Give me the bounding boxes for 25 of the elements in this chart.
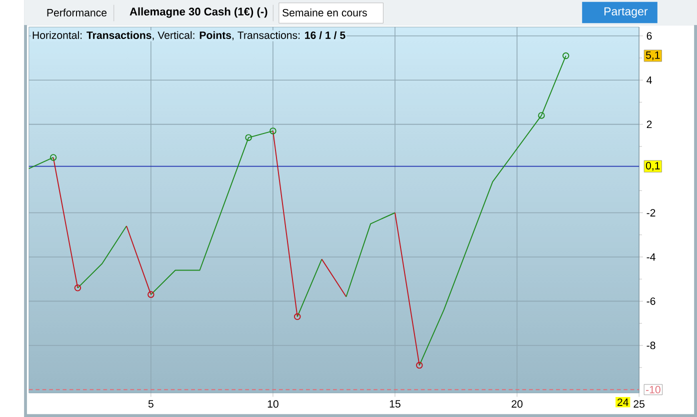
point xyxy=(538,112,545,119)
line-series xyxy=(150,130,274,296)
point xyxy=(245,134,252,141)
chart-title: Allemagne 30 Cash (1€) (-) xyxy=(130,7,268,18)
text: Semaine en cours xyxy=(282,8,367,16)
x-tick-label: 10 xyxy=(268,400,278,408)
text: Performance xyxy=(47,8,107,16)
x-tick-label: 25 xyxy=(634,400,644,408)
text: 5,1 xyxy=(646,51,660,60)
y-tick-label: 6 xyxy=(646,32,652,40)
x-tick-label: 5 xyxy=(148,400,154,408)
text: Partager xyxy=(604,7,648,18)
text: 24 xyxy=(617,398,628,406)
y-tick-label: -4 xyxy=(646,253,656,261)
ref-line-label: -10 xyxy=(646,386,660,394)
y-tick-label: -8 xyxy=(646,342,656,350)
line-series xyxy=(418,55,566,366)
y-tick-label: -6 xyxy=(646,297,656,305)
y-tick-label: 2 xyxy=(646,120,652,128)
y-tick-label: 4 xyxy=(646,76,652,84)
x-tick-label: 15 xyxy=(390,400,400,408)
chart-subtitle: Horizontal: Transactions, Vertical: Points, Transactions: 16 / 1 / 5 xyxy=(32,31,346,40)
x-tick-label: 20 xyxy=(512,400,522,408)
ref-line-label: 0,1 xyxy=(646,162,660,171)
y-tick-label: -2 xyxy=(646,209,656,216)
